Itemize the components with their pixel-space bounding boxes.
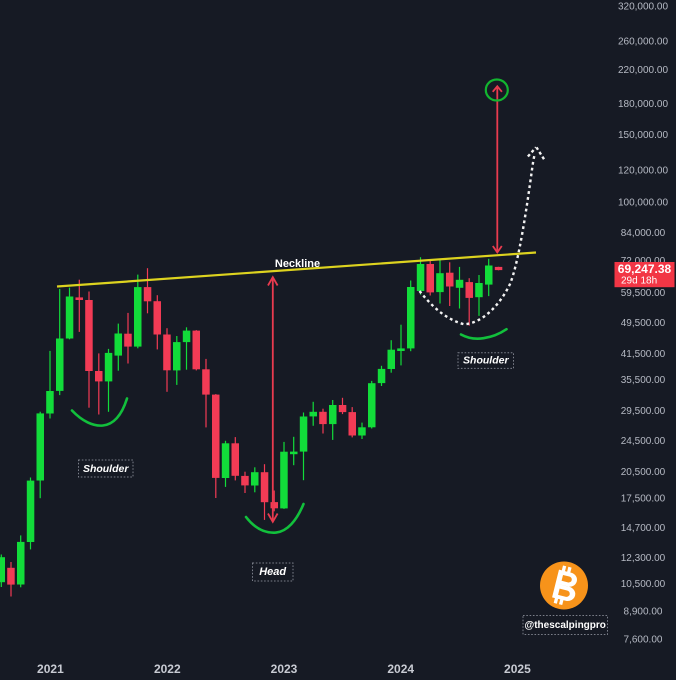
svg-text:Neckline: Neckline — [275, 258, 320, 270]
svg-text:220,000.00: 220,000.00 — [618, 65, 668, 76]
svg-text:14,700.00: 14,700.00 — [621, 523, 666, 534]
svg-text:@thescalpingpro: @thescalpingpro — [524, 620, 605, 631]
svg-text:10,500.00: 10,500.00 — [621, 579, 666, 590]
svg-text:29d 18h: 29d 18h — [621, 275, 657, 286]
svg-text:2021: 2021 — [37, 662, 64, 676]
svg-text:72,000.00: 72,000.00 — [621, 256, 666, 267]
svg-text:24,500.00: 24,500.00 — [621, 436, 666, 447]
svg-text:17,500.00: 17,500.00 — [621, 494, 666, 505]
svg-text:100,000.00: 100,000.00 — [618, 198, 668, 209]
svg-text:Head: Head — [259, 566, 286, 578]
svg-text:Shoulder: Shoulder — [83, 463, 129, 475]
svg-text:320,000.00: 320,000.00 — [618, 2, 668, 13]
svg-text:41,500.00: 41,500.00 — [621, 349, 666, 360]
svg-text:150,000.00: 150,000.00 — [618, 130, 668, 141]
svg-text:35,500.00: 35,500.00 — [621, 375, 666, 386]
svg-text:Shoulder: Shoulder — [463, 355, 509, 367]
svg-text:2024: 2024 — [387, 662, 414, 676]
svg-text:260,000.00: 260,000.00 — [618, 37, 668, 48]
svg-text:7,600.00: 7,600.00 — [624, 635, 663, 646]
svg-text:49,500.00: 49,500.00 — [621, 318, 666, 329]
svg-text:2023: 2023 — [271, 662, 298, 676]
svg-text:2022: 2022 — [154, 662, 181, 676]
svg-text:59,500.00: 59,500.00 — [621, 288, 666, 299]
svg-text:20,500.00: 20,500.00 — [621, 467, 666, 478]
svg-text:12,300.00: 12,300.00 — [621, 553, 666, 564]
svg-text:8,900.00: 8,900.00 — [624, 607, 663, 618]
svg-text:84,000.00: 84,000.00 — [621, 228, 666, 239]
svg-text:29,500.00: 29,500.00 — [621, 406, 666, 417]
svg-text:69,247.38: 69,247.38 — [618, 262, 672, 276]
svg-text:180,000.00: 180,000.00 — [618, 99, 668, 110]
svg-text:120,000.00: 120,000.00 — [618, 166, 668, 177]
svg-text:2025: 2025 — [504, 662, 531, 676]
